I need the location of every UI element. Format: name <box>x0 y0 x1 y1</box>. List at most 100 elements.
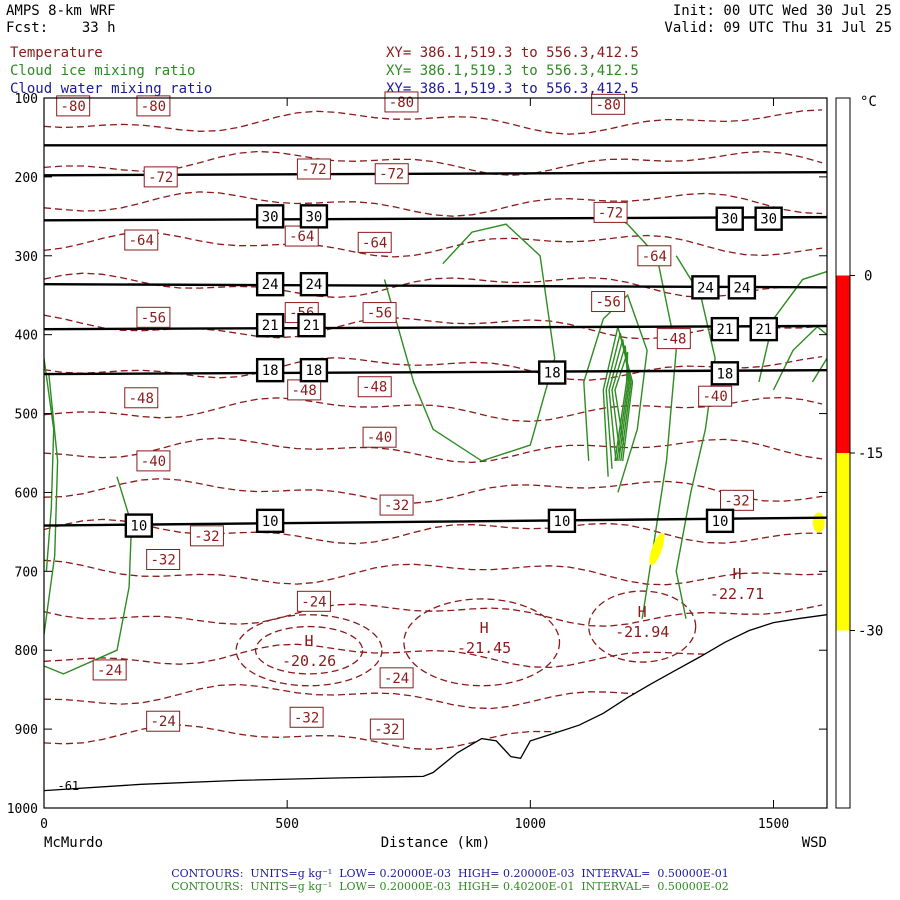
x-tick-label: 1000 <box>515 817 546 832</box>
isotherm-line <box>44 150 823 176</box>
pressure-level-label-box <box>124 513 154 538</box>
temperature-label-box <box>374 163 409 185</box>
legend-temperature-xy: XY= 386.1,519.3 to 556.3,412.5 <box>386 45 639 61</box>
legend-cloud-water-xy: XY= 386.1,519.3 to 556.3,412.5 <box>386 81 639 97</box>
temperature-label-box <box>146 710 181 732</box>
isotherm-line <box>44 559 823 586</box>
pressure-level-label: 21 <box>303 318 320 334</box>
temperature-label-box <box>357 376 392 398</box>
pressure-level-line <box>43 215 828 222</box>
x-endpoint-left: McMurdo <box>44 835 103 851</box>
pressure-level-label: 24 <box>697 280 714 296</box>
isotherm-line <box>44 109 823 135</box>
pressure-level-label-box <box>710 316 740 342</box>
temperature-label-box <box>56 95 91 117</box>
x-tick-label: 1500 <box>758 817 789 832</box>
pressure-level-label: 30 <box>760 212 777 228</box>
x-tick-label: 0 <box>40 817 48 832</box>
init-time: Init: 00 UTC Wed 30 Jul 25 <box>672 3 892 19</box>
header-left: AMPS 8-km WRF Fcst: 33 h <box>6 3 116 37</box>
ice-contour <box>383 223 556 462</box>
pressure-level-label-box <box>715 206 744 231</box>
colorbar-band <box>836 275 850 453</box>
pressure-level-label: 24 <box>733 280 750 296</box>
temperature-label-box <box>92 659 127 681</box>
temperature-label-box <box>369 718 404 740</box>
pressure-level-label: 30 <box>721 212 738 228</box>
pressure-level-label: 18 <box>305 363 322 379</box>
y-tick-label: 300 <box>15 250 38 265</box>
pressure-level-line <box>43 324 828 331</box>
temperature-label: -56 <box>367 306 392 322</box>
high-marker-value: -22.71 <box>710 585 764 603</box>
legend-temperature-name: Temperature <box>10 45 103 61</box>
y-tick-label: 1000 <box>7 802 38 817</box>
temperature-label-box <box>656 328 691 350</box>
isotherm-line <box>44 191 823 217</box>
temperature-label-box <box>296 590 331 612</box>
colorbar-band <box>836 98 850 276</box>
temperature-label: -80 <box>596 97 621 113</box>
temperature-label: -48 <box>292 383 317 399</box>
legend-cloud-ice-xy: XY= 386.1,519.3 to 556.3,412.5 <box>386 63 639 79</box>
temperature-label-box <box>136 306 171 328</box>
pressure-level-label-box <box>297 313 326 338</box>
colorbar-tick-label: -15 <box>858 446 883 462</box>
temperature-label-box <box>189 525 224 547</box>
temperature-label-box <box>289 706 324 728</box>
ice-contour <box>758 270 827 383</box>
temperature-label-box <box>146 549 181 570</box>
ice-contour <box>44 374 59 635</box>
y-tick-label: 100 <box>15 92 38 107</box>
temperature-label: -32 <box>724 493 749 509</box>
plot-frame <box>43 97 828 809</box>
pressure-level-label-box <box>710 361 740 386</box>
high-marker-letter: H <box>480 619 489 637</box>
temperature-label-box <box>593 201 628 223</box>
temperature-label: -72 <box>148 170 173 186</box>
high-marker-value: -21.45 <box>457 639 511 657</box>
pressure-level-label-box <box>255 271 285 297</box>
pressure-level-line <box>43 516 828 527</box>
cloud-water-patch <box>812 512 825 533</box>
temperature-label-box <box>591 291 626 313</box>
pressure-level-label-box <box>547 508 577 534</box>
pressure-level-label-box <box>727 275 757 300</box>
temperature-label-box <box>384 91 419 113</box>
pressure-level-label-box <box>299 357 329 383</box>
temperature-label: -24 <box>384 671 409 687</box>
pressure-level-label-box <box>749 316 778 342</box>
pressure-level-label: 18 <box>262 363 279 379</box>
isotherm-line <box>44 355 823 381</box>
temperature-label: -72 <box>598 205 623 221</box>
x-endpoint-right: WSD <box>802 835 827 851</box>
cloud-water-patch <box>649 533 665 566</box>
pressure-level-label-box <box>255 357 285 383</box>
y-tick-label: 200 <box>15 171 38 186</box>
isotherm-line <box>44 603 823 627</box>
high-marker-letter: H <box>305 632 314 650</box>
high-marker-letter: H <box>733 565 742 583</box>
pressure-level-label: 10 <box>262 514 279 530</box>
temperature-label-box <box>637 245 672 267</box>
temperature-label-box <box>124 229 159 251</box>
temperature-label: -24 <box>301 594 326 610</box>
pressure-level-label: 24 <box>305 277 322 293</box>
pressure-level-label: 21 <box>716 322 733 338</box>
temperature-label: -72 <box>379 167 404 183</box>
terrain-line <box>43 614 828 792</box>
temperature-label-box <box>362 426 397 448</box>
ice-contour <box>44 358 55 572</box>
isotherm-line <box>44 231 823 258</box>
y-tick-label: 800 <box>15 644 38 659</box>
isotherm-ring <box>403 598 561 687</box>
isotherm-line <box>44 518 823 545</box>
colorbar-tick-label: 0 <box>864 269 872 285</box>
y-tick-label: 500 <box>15 408 38 423</box>
pressure-level-label: 30 <box>305 209 322 225</box>
high-marker-letter: H <box>638 603 647 621</box>
temperature-label-box <box>698 385 733 407</box>
colorbar-unit: °C <box>860 94 877 110</box>
pressure-level-label: 18 <box>716 366 733 382</box>
